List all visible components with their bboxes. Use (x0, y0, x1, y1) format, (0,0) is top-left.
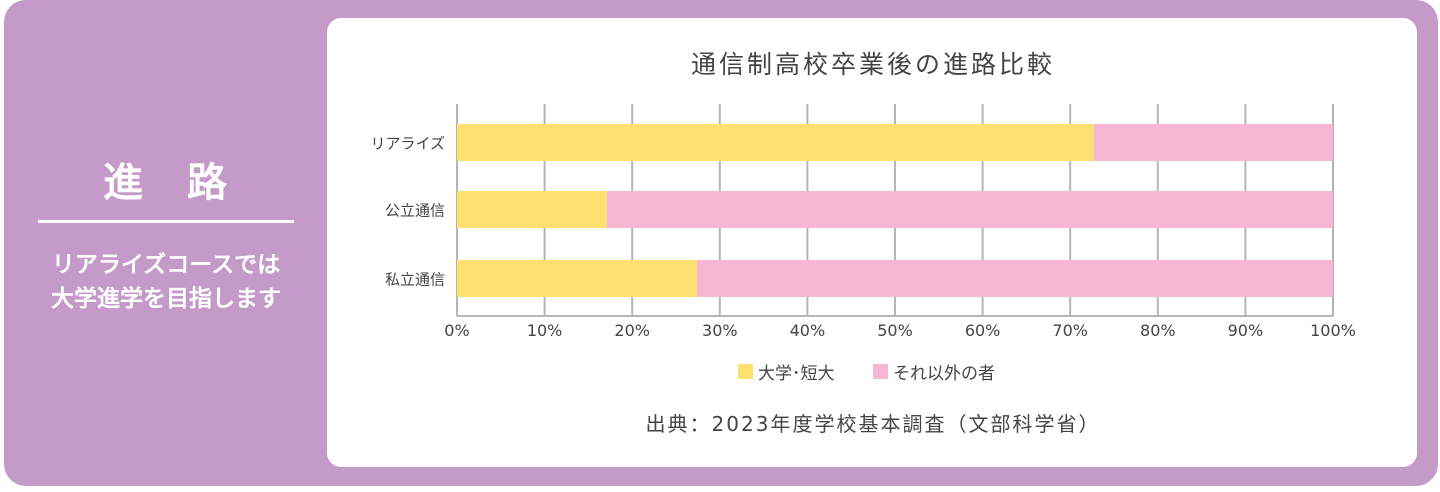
x-tick-label: 60% (965, 321, 1001, 340)
x-tick-label: 0% (444, 321, 469, 340)
x-tick-labels: 0% 10% 20% 30% 40% 50% 60% 70% 80% 90% 100% (444, 321, 1356, 340)
category-label: 私立通信 (385, 271, 445, 289)
bar-segment (606, 191, 1333, 228)
legend-label: 大学･短大 (758, 364, 835, 384)
x-tick-label: 70% (1052, 321, 1088, 340)
x-tick-label: 10% (527, 321, 563, 340)
bar-segment (1093, 124, 1333, 161)
bar-segment (457, 260, 698, 297)
x-tick-label: 20% (614, 321, 650, 340)
x-tick-label: 30% (702, 321, 738, 340)
description-line-1: リアライズコースでは (51, 252, 281, 278)
x-tick-label: 40% (790, 321, 826, 340)
section-title: 進 路 (103, 160, 229, 206)
x-tick-label: 80% (1140, 321, 1176, 340)
bar-segment (697, 260, 1333, 297)
bars (457, 124, 1333, 297)
chart-title: 通信制高校卒業後の進路比較 (691, 50, 1055, 79)
x-tick-label: 90% (1228, 321, 1264, 340)
description-line-2: 大学進学を目指します (51, 286, 281, 312)
section-description: リアライズコースでは 大学進学を目指します (22, 248, 310, 316)
bar-segment (457, 124, 1094, 161)
x-tick-label: 100% (1310, 321, 1356, 340)
category-label: リアライズ (370, 135, 445, 153)
legend: 大学･短大 それ以外の者 (738, 364, 995, 384)
source-note: 出典：2023年度学校基本調査（文部科学省） (646, 412, 1101, 436)
chart-panel (327, 18, 1417, 467)
x-tick-label: 50% (877, 321, 913, 340)
legend-swatch (873, 364, 888, 379)
bar-segment (457, 191, 607, 228)
legend-swatch (738, 364, 753, 379)
category-label: 公立通信 (385, 202, 445, 220)
title-divider (38, 220, 294, 223)
legend-label: それ以外の者 (893, 364, 995, 384)
